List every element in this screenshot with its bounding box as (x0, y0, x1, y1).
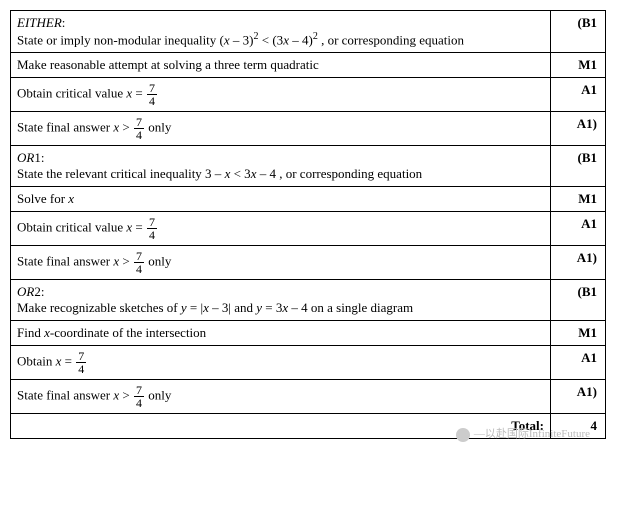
scheme-row: Solve for xM1 (11, 187, 606, 212)
scheme-description: Make reasonable attempt at solving a thr… (11, 53, 551, 78)
scheme-mark: (B1 (551, 11, 606, 53)
scheme-mark: A1 (551, 346, 606, 380)
scheme-mark: A1) (551, 112, 606, 146)
scheme-description: Solve for x (11, 187, 551, 212)
scheme-description: State final answer x > 74 only (11, 112, 551, 146)
scheme-row: State final answer x > 74 onlyA1) (11, 246, 606, 280)
scheme-row: State final answer x > 74 onlyA1) (11, 380, 606, 414)
total-row: Total: 4 (11, 414, 606, 439)
scheme-row: OR1:State the relevant critical inequali… (11, 146, 606, 187)
scheme-description: Obtain x = 74 (11, 346, 551, 380)
scheme-mark: A1 (551, 78, 606, 112)
scheme-row: Obtain critical value x = 74A1 (11, 78, 606, 112)
scheme-description: OR2:Make recognizable sketches of y = |x… (11, 280, 551, 321)
scheme-mark: M1 (551, 53, 606, 78)
scheme-description: Obtain critical value x = 74 (11, 212, 551, 246)
scheme-description: Obtain critical value x = 74 (11, 78, 551, 112)
scheme-description: State final answer x > 74 only (11, 380, 551, 414)
mark-scheme-table: EITHER:State or imply non-modular inequa… (10, 10, 606, 439)
scheme-row: Make reasonable attempt at solving a thr… (11, 53, 606, 78)
scheme-row: EITHER:State or imply non-modular inequa… (11, 11, 606, 53)
scheme-row: Find x-coordinate of the intersectionM1 (11, 321, 606, 346)
scheme-mark: M1 (551, 187, 606, 212)
total-label: Total: (11, 414, 551, 439)
scheme-description: Find x-coordinate of the intersection (11, 321, 551, 346)
scheme-description: OR1:State the relevant critical inequali… (11, 146, 551, 187)
scheme-mark: A1) (551, 380, 606, 414)
scheme-mark: (B1 (551, 280, 606, 321)
scheme-row: Obtain critical value x = 74A1 (11, 212, 606, 246)
scheme-mark: A1) (551, 246, 606, 280)
total-value: 4 (551, 414, 606, 439)
scheme-description: EITHER:State or imply non-modular inequa… (11, 11, 551, 53)
scheme-mark: M1 (551, 321, 606, 346)
scheme-row: Obtain x = 74A1 (11, 346, 606, 380)
scheme-mark: A1 (551, 212, 606, 246)
scheme-mark: (B1 (551, 146, 606, 187)
scheme-row: State final answer x > 74 onlyA1) (11, 112, 606, 146)
scheme-row: OR2:Make recognizable sketches of y = |x… (11, 280, 606, 321)
scheme-description: State final answer x > 74 only (11, 246, 551, 280)
